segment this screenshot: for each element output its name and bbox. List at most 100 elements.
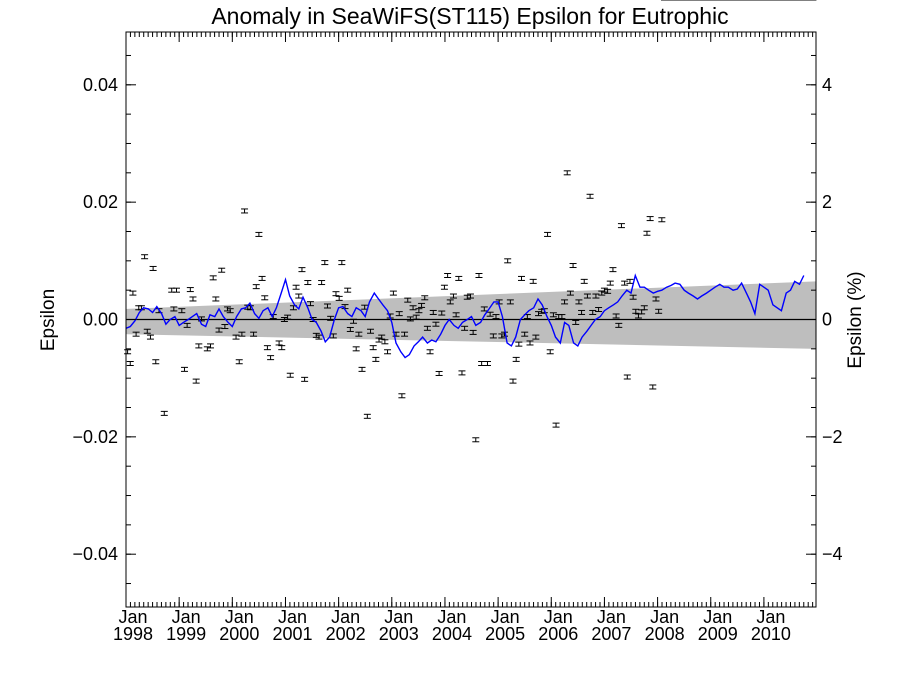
- data-point: [609, 267, 617, 273]
- data-point: [212, 296, 220, 302]
- data-point: [423, 325, 431, 331]
- x-tick-label-month: Jan: [703, 607, 732, 627]
- confidence-band: [126, 281, 816, 349]
- data-point: [569, 263, 577, 269]
- data-point: [295, 293, 303, 299]
- data-point: [440, 284, 448, 290]
- data-point: [466, 293, 474, 299]
- data-point: [418, 302, 426, 308]
- data-point: [335, 295, 343, 301]
- data-point: [143, 328, 151, 334]
- data-point: [192, 378, 200, 384]
- data-point: [646, 216, 654, 222]
- data-point: [124, 349, 132, 355]
- data-point: [563, 170, 571, 176]
- y-right-tick-label: 0: [822, 310, 832, 330]
- data-point: [235, 359, 243, 365]
- data-point: [323, 303, 331, 309]
- x-tick-label-month: Jan: [544, 607, 573, 627]
- data-point: [218, 267, 226, 273]
- data-point: [526, 340, 534, 346]
- data-point: [250, 331, 258, 337]
- data-point: [621, 280, 629, 286]
- x-tick-label-month: Jan: [756, 607, 785, 627]
- data-point: [170, 306, 178, 312]
- data-point: [478, 361, 486, 367]
- data-point: [252, 284, 260, 290]
- data-point: [421, 295, 429, 301]
- data-point: [626, 278, 634, 284]
- data-point: [318, 280, 326, 286]
- x-tick-label-month: Jan: [437, 607, 466, 627]
- data-point: [168, 287, 176, 293]
- data-point: [232, 334, 240, 340]
- data-point: [306, 301, 314, 307]
- data-point: [458, 370, 466, 376]
- x-tick-label-year: 2010: [751, 624, 791, 644]
- data-point: [558, 314, 566, 320]
- data-point: [561, 299, 569, 305]
- data-point: [506, 299, 514, 305]
- data-point: [180, 366, 188, 372]
- y-tick-label: 0.04: [83, 75, 118, 95]
- data-point: [197, 316, 205, 322]
- data-point: [346, 326, 354, 332]
- data-point: [398, 393, 406, 399]
- data-point: [623, 374, 631, 380]
- data-point: [261, 295, 269, 301]
- data-point: [355, 331, 363, 337]
- data-point: [549, 312, 557, 318]
- x-tick-label-year: 2007: [591, 624, 631, 644]
- data-point: [617, 223, 625, 229]
- y-tick-label: 0.02: [83, 192, 118, 212]
- data-point: [452, 312, 460, 318]
- y-tick-label: 0.00: [83, 310, 118, 330]
- data-point: [284, 314, 292, 320]
- x-tick-label-year: 1998: [113, 624, 153, 644]
- data-point: [286, 372, 294, 378]
- x-tick-label-year: 2005: [485, 624, 525, 644]
- data-point: [304, 280, 312, 286]
- x-tick-label-month: Jan: [597, 607, 626, 627]
- data-point: [129, 290, 137, 296]
- data-point: [486, 311, 494, 317]
- x-tick-label-year: 1999: [166, 624, 206, 644]
- data-point: [215, 327, 223, 333]
- data-point: [298, 267, 306, 273]
- data-point: [469, 329, 477, 335]
- data-point: [409, 305, 417, 311]
- data-point: [512, 356, 520, 362]
- y-axis-title-right: Epsilon (%): [845, 271, 866, 368]
- x-tick-label-month: Jan: [118, 607, 147, 627]
- data-point: [404, 297, 412, 303]
- data-point: [600, 287, 608, 293]
- data-point: [461, 325, 469, 331]
- data-point: [415, 308, 423, 314]
- data-point: [338, 260, 346, 266]
- x-tick-label-month: Jan: [225, 607, 254, 627]
- data-point: [592, 293, 600, 299]
- data-point: [381, 339, 389, 345]
- data-point: [544, 231, 552, 237]
- data-point: [327, 315, 335, 321]
- y-tick-label: −0.02: [72, 427, 118, 447]
- data-point: [429, 309, 437, 315]
- data-point: [178, 308, 186, 314]
- data-point: [344, 287, 352, 293]
- data-point: [315, 334, 323, 340]
- x-tick-label-year: 2008: [645, 624, 685, 644]
- data-point: [358, 366, 366, 372]
- data-point: [504, 258, 512, 264]
- data-point: [652, 296, 660, 302]
- x-tick-label-year: 2001: [272, 624, 312, 644]
- data-point: [435, 370, 443, 376]
- data-point: [483, 361, 491, 367]
- data-point: [186, 287, 194, 293]
- y-right-tick-label: 4: [822, 75, 832, 95]
- data-point: [395, 311, 403, 317]
- data-point: [480, 306, 488, 312]
- data-point: [378, 334, 386, 340]
- y-right-tick-label: −4: [822, 544, 843, 564]
- chart-title: Anomaly in SeaWiFS(ST115) Epsilon for Eu…: [211, 3, 728, 29]
- data-point: [369, 345, 377, 351]
